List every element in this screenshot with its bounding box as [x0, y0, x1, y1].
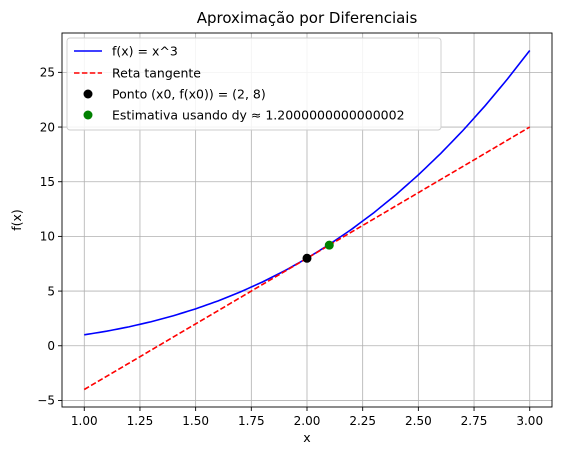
- point-marker: [302, 253, 312, 263]
- y-tick-label: −5: [37, 394, 55, 408]
- x-tick-label: 2.75: [461, 414, 488, 428]
- x-tick-label: 1.00: [71, 414, 98, 428]
- x-tick-label: 1.75: [238, 414, 265, 428]
- chart-title: Aproximação por Diferenciais: [197, 9, 418, 27]
- x-tick-label: 1.25: [127, 414, 154, 428]
- legend: f(x) = x^3 Reta tangente Ponto (x0, f(x0…: [66, 37, 442, 131]
- plot-series: [83, 50, 531, 391]
- x-tick-label: 2.00: [294, 414, 321, 428]
- legend-label-estimate: Estimativa usando dy ≈ 1.200000000000000…: [112, 108, 405, 123]
- legend-swatch-estimate-marker: [83, 110, 93, 120]
- y-axis-label: f(x): [9, 209, 24, 231]
- x-tick-label: 2.50: [405, 414, 432, 428]
- x-axis-label: x: [303, 430, 310, 445]
- y-tick-label: 0: [47, 339, 55, 353]
- y-tick-label: 20: [40, 120, 55, 134]
- legend-label-cubic: f(x) = x^3: [112, 44, 178, 59]
- legend-label-tangent: Reta tangente: [112, 66, 201, 81]
- legend-label-point: Ponto (x0, f(x0)) = (2, 8): [112, 87, 266, 102]
- axis-ticks: 1.00 1.25 1.50 1.75 2.00 2.25 2.50 2.75 3.00 −5 0 5…: [37, 66, 543, 428]
- y-tick-label: 5: [47, 284, 55, 298]
- x-tick-label: 2.25: [349, 414, 376, 428]
- y-tick-label: 25: [40, 66, 55, 80]
- x-tick-label: 3.00: [516, 414, 543, 428]
- y-tick-label: 10: [40, 230, 55, 244]
- tangent-line: [83, 126, 531, 391]
- x-tick-label: 1.50: [182, 414, 209, 428]
- legend-box: [66, 37, 442, 131]
- estimate-marker: [324, 240, 334, 250]
- y-tick-label: 15: [40, 175, 55, 189]
- legend-swatch-point-marker: [83, 89, 93, 99]
